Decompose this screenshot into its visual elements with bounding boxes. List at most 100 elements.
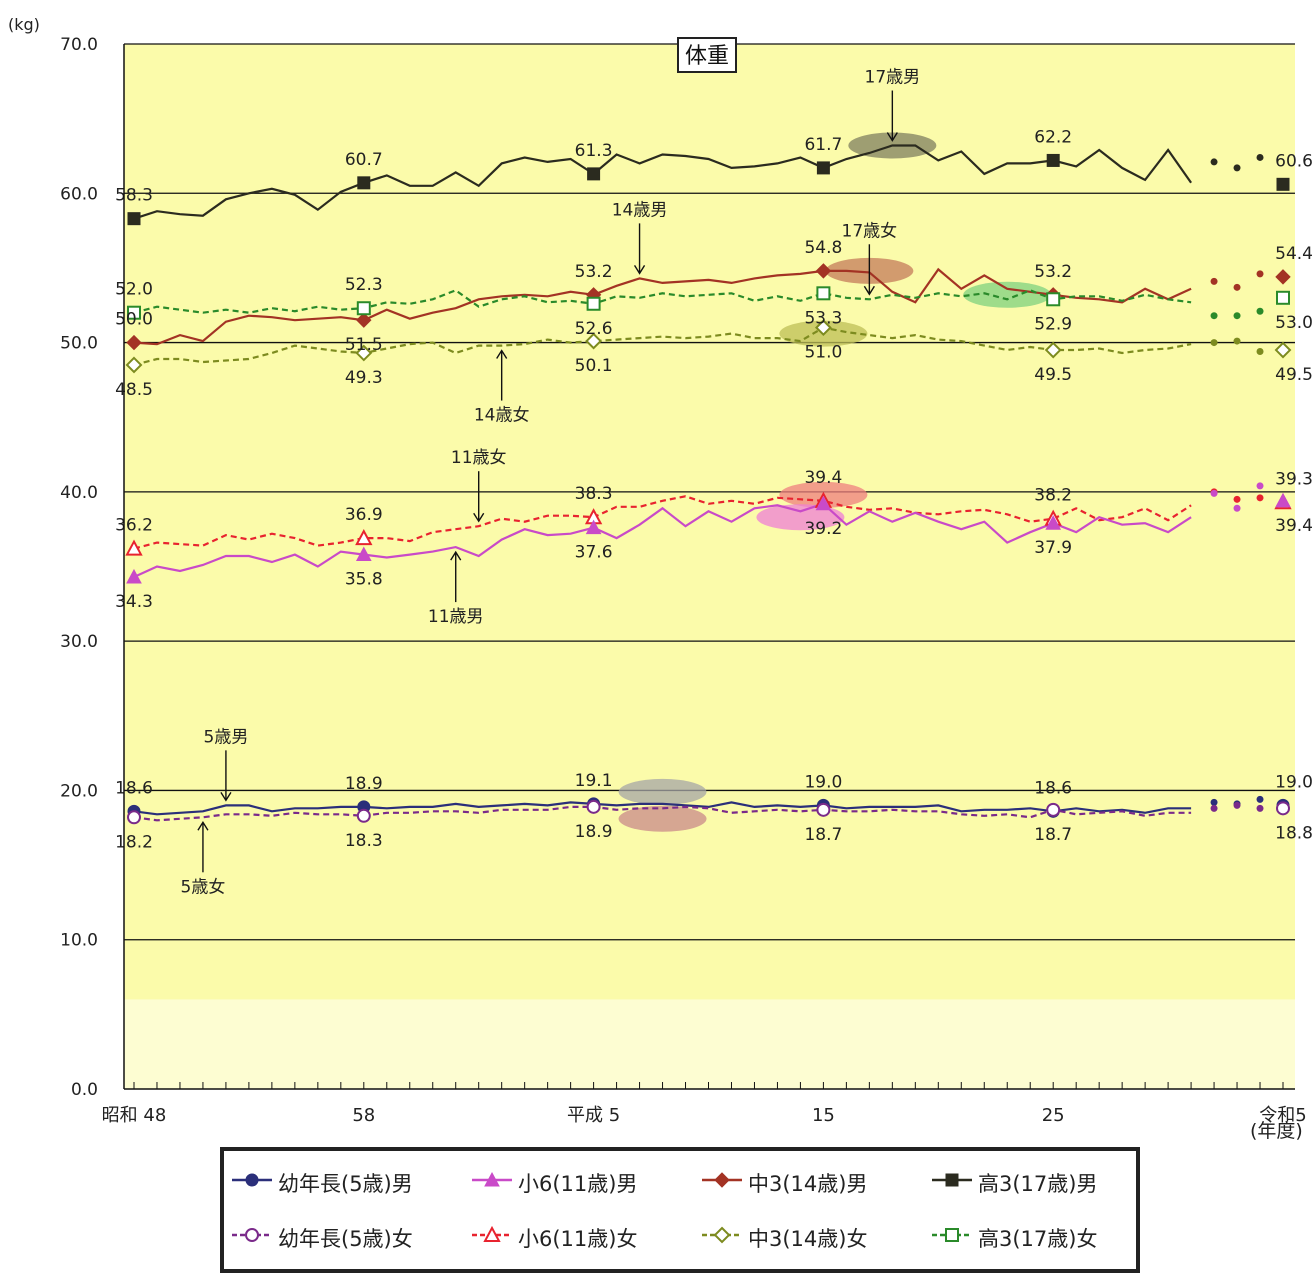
data-label: 58.3 (115, 186, 153, 206)
annotation-arrowhead (450, 550, 462, 561)
data-label: 52.3 (345, 275, 383, 295)
data-point-m14 (1233, 283, 1241, 291)
legend-swatch-marker (714, 1172, 730, 1188)
data-label: 53.2 (575, 262, 613, 282)
annotation-arrowhead (886, 132, 898, 142)
data-marker-m11 (1045, 515, 1062, 530)
data-point-f14 (1233, 337, 1241, 345)
data-point-f17 (1233, 312, 1241, 320)
data-label: 62.2 (1034, 127, 1072, 147)
data-label: 38.2 (1034, 486, 1072, 506)
data-marker-f5 (127, 810, 141, 825)
data-point-f11 (1256, 494, 1264, 502)
legend-swatch-marker (713, 1226, 731, 1244)
data-marker-f5 (356, 808, 371, 823)
data-label: 52.6 (575, 319, 613, 339)
data-marker-f17 (1276, 290, 1290, 305)
data-label: 18.6 (1034, 778, 1072, 798)
legend-swatch-m11 (470, 1170, 518, 1195)
legend-swatch-icon (702, 1172, 742, 1188)
data-marker-f14 (814, 319, 832, 337)
data-marker-m17 (1046, 153, 1060, 167)
data-label: 48.5 (115, 380, 153, 400)
legend-label: 中3(14歳)男 (748, 1171, 868, 1196)
annotation-label: 17歳女 (842, 221, 898, 241)
data-label: 50.0 (115, 310, 153, 330)
legend-item-f11: 小6(11歳)女 (470, 1223, 700, 1253)
data-point-f5 (1256, 804, 1264, 812)
y-tick-label: 50.0 (60, 334, 98, 354)
data-point-m11 (1210, 489, 1218, 497)
data-point-m17 (1210, 158, 1218, 166)
data-label: 34.3 (115, 592, 153, 612)
data-marker-f5 (1276, 801, 1290, 816)
data-marker-f14 (1044, 341, 1062, 359)
legend-swatch-f5 (230, 1225, 278, 1250)
data-point-f14 (1210, 339, 1218, 347)
data-point-m17 (1233, 164, 1241, 172)
series-line-m5 (133, 801, 1192, 816)
y-tick-label: 40.0 (60, 483, 98, 503)
data-label: 61.3 (575, 141, 613, 161)
data-label: 39.3 (1275, 469, 1313, 489)
legend-swatch-f17 (930, 1225, 978, 1250)
highlight-ellipse (618, 805, 707, 832)
data-label: 18.9 (345, 774, 383, 794)
legend-item-f17: 高3(17歳)女 (930, 1223, 1130, 1253)
data-label: 61.7 (804, 135, 842, 155)
series-line-m14 (133, 267, 1192, 346)
data-marker-f14 (1274, 341, 1292, 359)
legend-swatch-m14 (700, 1170, 748, 1195)
data-label: 19.1 (575, 771, 613, 791)
legend-item-f5: 幼年長(5歳)女 (230, 1223, 470, 1253)
series-line-f5 (133, 805, 1192, 822)
highlight-ellipse (963, 281, 1052, 308)
x-tick-label: 15 (812, 1105, 835, 1126)
data-point-m17 (1256, 153, 1264, 161)
legend-label: 小6(11歳)女 (518, 1226, 638, 1251)
data-label: 19.0 (804, 772, 842, 792)
data-point-f11 (1233, 495, 1241, 503)
data-marker-f11 (125, 539, 143, 556)
annotation-arrowhead (496, 349, 508, 359)
annotation-label: 11歳女 (451, 448, 507, 468)
data-marker-f5 (816, 802, 831, 817)
data-label: 37.9 (1034, 538, 1072, 558)
legend-label: 幼年長(5歳)女 (278, 1226, 413, 1251)
legend: 幼年長(5歳)男 小6(11歳)男 中3(14歳)男 高3(17歳)男 幼年長(… (220, 1147, 1140, 1273)
legend-swatch-marker (945, 1228, 959, 1242)
legend-item-m5: 幼年長(5歳)男 (230, 1168, 470, 1198)
data-label: 51.5 (345, 335, 383, 355)
data-marker-m11 (815, 495, 832, 511)
data-label: 18.3 (345, 831, 383, 851)
data-label: 35.8 (345, 570, 383, 590)
annotation-arrowhead (633, 265, 646, 275)
annotation-arrowhead (473, 512, 485, 523)
x-tick-label: 25 (1042, 1105, 1065, 1126)
data-marker-m14 (815, 263, 832, 279)
data-label: 53.0 (1275, 313, 1313, 333)
data-marker-m17 (357, 176, 371, 190)
annotation-arrowhead (220, 791, 232, 802)
plot-lower-band (124, 999, 1295, 1089)
data-marker-f11 (355, 529, 373, 546)
data-point-f14 (1256, 348, 1264, 356)
legend-label: 高3(17歳)男 (978, 1171, 1098, 1196)
annotation-label: 5歳男 (204, 727, 249, 747)
legend-swatch-marker (245, 1173, 259, 1187)
legend-swatch-icon (472, 1225, 512, 1242)
data-label: 53.2 (1034, 262, 1072, 282)
data-marker-m17 (127, 212, 141, 226)
data-label: 49.3 (345, 368, 383, 388)
legend-swatch-icon (472, 1171, 512, 1187)
data-label: 52.0 (115, 280, 153, 300)
data-marker-m17 (1276, 177, 1290, 191)
data-marker-f14 (585, 332, 603, 350)
data-marker-m14 (126, 334, 142, 351)
legend-swatch-marker (945, 1173, 959, 1187)
data-label: 53.3 (804, 308, 842, 328)
data-label: 37.6 (575, 543, 613, 563)
legend-swatch-icon (702, 1226, 742, 1244)
series-line-f17 (133, 289, 1192, 314)
y-tick-label: 10.0 (60, 931, 98, 951)
